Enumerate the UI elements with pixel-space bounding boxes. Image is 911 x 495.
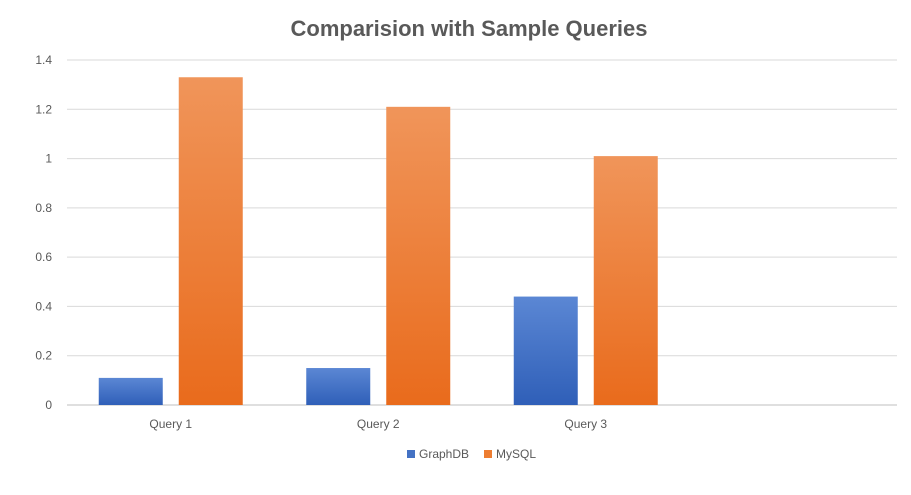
y-axis-ticks: 0 0.2 0.4 0.6 0.8 1 1.2 1.4: [35, 53, 52, 412]
bar-graphdb-query-2: [306, 368, 371, 405]
y-tick-label: 0: [45, 398, 52, 412]
x-category-label: Query 1: [149, 417, 192, 431]
bars: [98, 77, 658, 406]
legend-swatch-graphdb: [407, 450, 415, 458]
chart-title: Comparision with Sample Queries: [291, 16, 648, 41]
y-tick-label: 0.6: [35, 250, 52, 264]
bar-mysql-query-1: [178, 77, 243, 405]
legend: GraphDB MySQL: [407, 447, 536, 461]
legend-label-mysql: MySQL: [496, 447, 536, 461]
bar-graphdb-query-1: [98, 377, 163, 405]
x-category-label: Query 2: [357, 417, 400, 431]
legend-swatch-mysql: [484, 450, 492, 458]
legend-label-graphdb: GraphDB: [419, 447, 469, 461]
x-category-label: Query 3: [564, 417, 607, 431]
y-tick-label: 1.4: [35, 53, 52, 67]
y-tick-label: 0.4: [35, 299, 52, 313]
y-tick-label: 1.2: [35, 102, 52, 116]
bar-graphdb-query-3: [513, 296, 578, 405]
y-tick-label: 1: [45, 152, 52, 166]
y-tick-label: 0.2: [35, 349, 52, 363]
bar-mysql-query-3: [593, 156, 658, 405]
y-tick-label: 0.8: [35, 201, 52, 215]
x-axis-categories: Query 1 Query 2 Query 3: [149, 417, 607, 431]
bar-mysql-query-2: [386, 106, 451, 406]
